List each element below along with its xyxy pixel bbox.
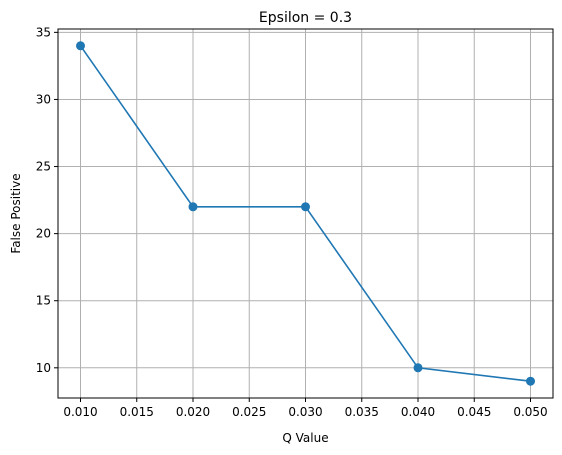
y-tick-label: 15 (36, 294, 51, 308)
x-tick-label: 0.030 (288, 405, 322, 419)
y-tick-label: 20 (36, 227, 51, 241)
x-tick-label: 0.025 (232, 405, 266, 419)
series-layer (76, 41, 535, 386)
y-tick-label: 35 (36, 25, 51, 39)
chart-title: Epsilon = 0.3 (259, 10, 352, 26)
x-tick-label: 0.035 (345, 405, 379, 419)
y-tick-label: 10 (36, 361, 51, 375)
data-point (301, 202, 310, 212)
y-axis: 10 15 20 25 30 35 (36, 25, 58, 375)
x-tick-label: 0.040 (401, 405, 435, 419)
data-point (188, 202, 198, 212)
data-point (76, 41, 85, 51)
x-tick-label: 0.050 (513, 405, 547, 419)
grid (58, 29, 553, 398)
data-point (526, 376, 535, 386)
data-point (413, 363, 423, 373)
x-tick-label: 0.045 (457, 405, 491, 419)
x-axis-label: Q Value (282, 431, 328, 445)
x-tick-label: 0.010 (63, 405, 97, 419)
x-tick-label: 0.020 (176, 405, 210, 419)
x-axis: 0.010 0.015 0.020 0.025 0.030 0.035 0.040 0.045… (63, 398, 548, 419)
y-tick-label: 25 (36, 160, 51, 174)
x-tick-label: 0.015 (120, 405, 154, 419)
y-axis-label: False Positive (9, 173, 23, 253)
y-tick-label: 30 (36, 92, 51, 106)
